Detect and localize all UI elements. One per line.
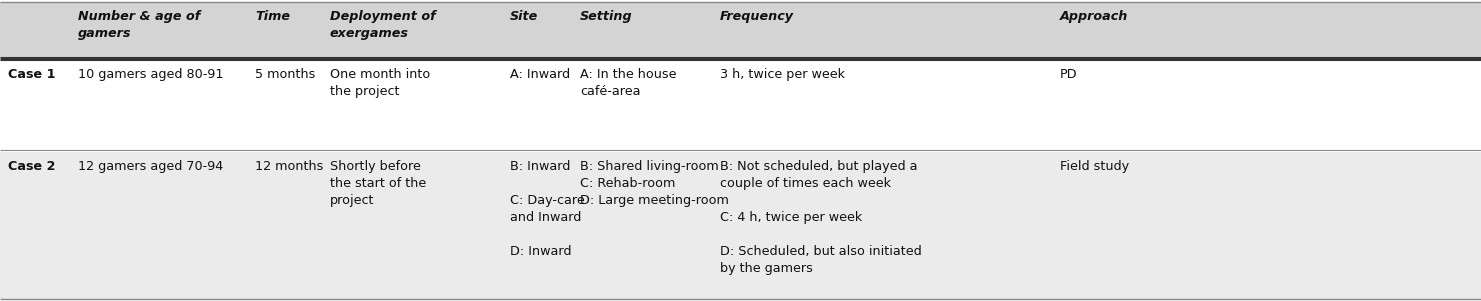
Text: One month into
the project: One month into the project [330,68,431,98]
Text: 12 gamers aged 70-94: 12 gamers aged 70-94 [78,160,224,173]
Text: Setting: Setting [581,10,632,23]
Bar [0,60,1481,150]
Text: Shortly before
the start of the
project: Shortly before the start of the project [330,160,427,207]
Text: Frequency: Frequency [720,10,794,23]
Text: PD: PD [1060,68,1078,81]
Text: Site: Site [509,10,538,23]
Text: Number & age of
gamers: Number & age of gamers [78,10,200,40]
Text: Case 1: Case 1 [7,68,55,81]
Text: Deployment of
exergames: Deployment of exergames [330,10,435,40]
Text: B: Inward

C: Day-care
and Inward

D: Inward: B: Inward C: Day-care and Inward D: Inwa… [509,160,585,258]
Text: B: Not scheduled, but played a
couple of times each week

C: 4 h, twice per week: B: Not scheduled, but played a couple of… [720,160,921,275]
Text: 10 gamers aged 80-91: 10 gamers aged 80-91 [78,68,224,81]
Text: 3 h, twice per week: 3 h, twice per week [720,68,846,81]
Text: Approach: Approach [1060,10,1129,23]
Text: Time: Time [255,10,290,23]
Text: Case 2: Case 2 [7,160,55,173]
Text: Field study: Field study [1060,160,1129,173]
Bar [0,152,1481,299]
Text: A: Inward: A: Inward [509,68,570,81]
Text: 5 months: 5 months [255,68,315,81]
Text: A: In the house
café-area: A: In the house café-area [581,68,677,98]
Text: B: Shared living-room
C: Rehab-room
D: Large meeting-room: B: Shared living-room C: Rehab-room D: L… [581,160,729,207]
Text: 12 months: 12 months [255,160,323,173]
Bar [0,2,1481,58]
